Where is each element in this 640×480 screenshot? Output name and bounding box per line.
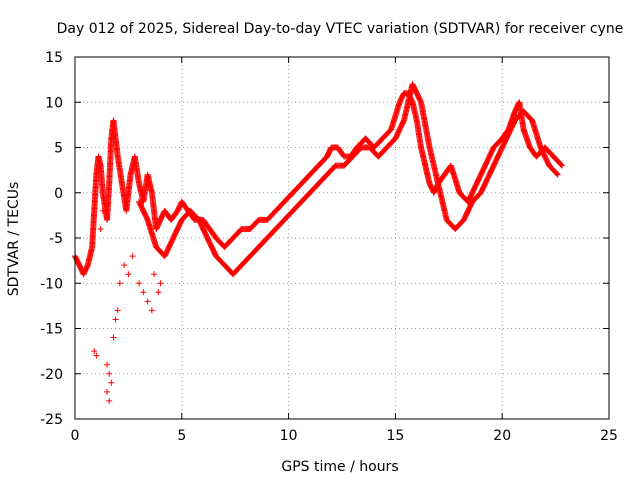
x-tick-labels: 0 5 10 15 20 25: [71, 428, 618, 444]
data-point: [104, 388, 111, 395]
data-point: [116, 280, 123, 287]
data-point: [121, 262, 128, 269]
data-point: [557, 160, 564, 167]
data-point: [104, 361, 111, 368]
y-tick-label: 5: [54, 141, 63, 157]
y-tick-label: -25: [40, 412, 63, 428]
data-point: [151, 271, 158, 278]
data-point: [553, 170, 560, 177]
data-point: [140, 289, 147, 296]
data-point: [114, 307, 121, 314]
chart-title: Day 012 of 2025, Sidereal Day-to-day VTE…: [57, 21, 624, 37]
x-tick-label: 0: [71, 428, 80, 444]
data-point: [144, 298, 151, 305]
data-point: [99, 207, 106, 214]
data-point: [399, 119, 406, 126]
data-point: [97, 225, 104, 232]
data-point: [125, 271, 132, 278]
plot-frame: [74, 56, 610, 420]
data-point: [472, 182, 479, 189]
data-points: [72, 81, 566, 404]
data-point: [93, 352, 100, 359]
data-point: [203, 232, 210, 239]
data-point: [106, 370, 113, 377]
data-point: [481, 164, 488, 171]
data-point: [155, 289, 162, 296]
y-tick-label: 0: [54, 186, 63, 202]
data-point: [493, 155, 500, 162]
x-axis-label: GPS time / hours: [281, 459, 398, 475]
x-tick-label: 25: [600, 428, 618, 444]
y-axis-label: SDTVAR / TECUs: [6, 182, 22, 297]
y-tick-labels: -25 -20 -15 -10 -5 0 5 10 15: [40, 50, 63, 428]
data-point: [485, 173, 492, 180]
y-tick-label: 15: [45, 50, 63, 66]
data-point: [502, 137, 509, 144]
x-tick-label: 15: [386, 428, 404, 444]
data-point: [157, 280, 164, 287]
data-point: [136, 280, 143, 287]
data-point: [143, 214, 150, 221]
data-point: [110, 334, 117, 341]
y-tick-label: -15: [40, 322, 63, 338]
y-tick-label: -5: [49, 231, 63, 247]
data-point: [106, 397, 113, 404]
grid-lines: [74, 56, 610, 420]
y-tick-label: -10: [40, 276, 63, 292]
x-tick-label: 10: [280, 428, 298, 444]
data-point: [417, 97, 424, 104]
y-tick-label: -20: [40, 367, 63, 383]
data-point: [553, 170, 560, 177]
data-point: [169, 237, 176, 244]
y-tick-label: 10: [45, 95, 63, 111]
data-point: [148, 307, 155, 314]
x-tick-label: 5: [177, 428, 186, 444]
data-point: [558, 161, 565, 168]
data-point: [108, 379, 115, 386]
x-tick-label: 20: [493, 428, 511, 444]
data-point: [91, 348, 98, 355]
data-point: [112, 316, 119, 323]
data-point: [129, 253, 136, 260]
